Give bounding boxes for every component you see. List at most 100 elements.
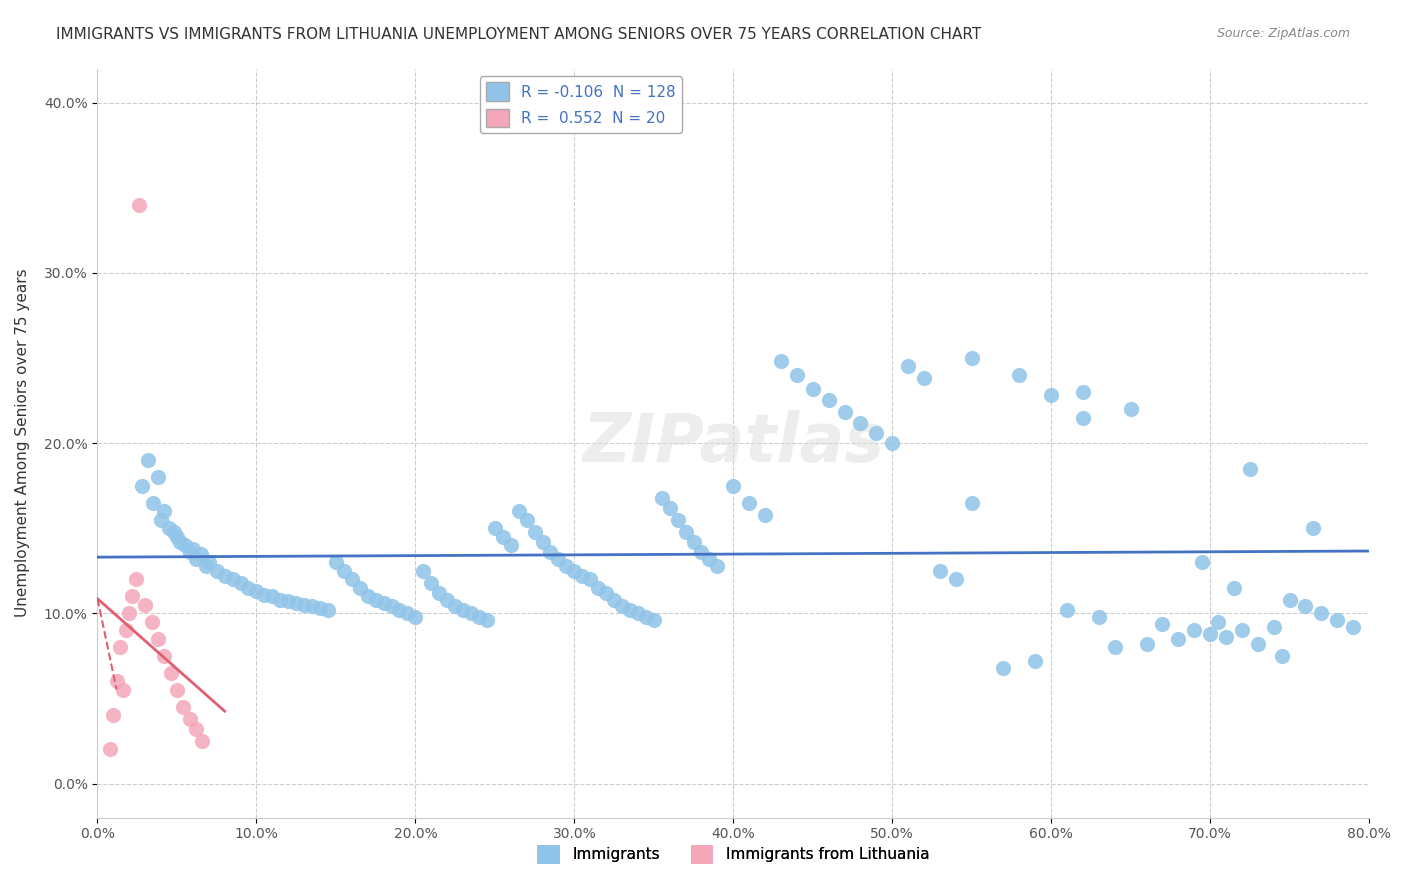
Point bbox=[111, 682, 134, 697]
Point bbox=[269, 592, 291, 607]
Point bbox=[412, 564, 434, 578]
Point bbox=[619, 603, 641, 617]
Point bbox=[658, 500, 681, 515]
Point bbox=[1071, 384, 1094, 399]
Point bbox=[634, 609, 657, 624]
Point bbox=[105, 674, 128, 689]
Point bbox=[124, 572, 146, 586]
Point bbox=[1247, 637, 1270, 651]
Point bbox=[238, 581, 260, 595]
Point bbox=[388, 603, 411, 617]
Point bbox=[1302, 521, 1324, 535]
Point bbox=[1182, 624, 1205, 638]
Point bbox=[912, 371, 935, 385]
Point bbox=[128, 198, 150, 212]
Point bbox=[1104, 640, 1126, 655]
Point bbox=[723, 478, 745, 492]
Point bbox=[121, 589, 143, 603]
Point bbox=[540, 545, 562, 559]
Point bbox=[190, 547, 212, 561]
Point bbox=[1230, 624, 1253, 638]
Point bbox=[396, 607, 419, 621]
Point bbox=[277, 594, 299, 608]
Point bbox=[993, 661, 1015, 675]
Point bbox=[817, 393, 839, 408]
Point bbox=[285, 596, 308, 610]
Point bbox=[1056, 603, 1078, 617]
Point bbox=[205, 564, 228, 578]
Point bbox=[150, 513, 173, 527]
Point bbox=[131, 478, 153, 492]
Point bbox=[945, 572, 967, 586]
Point bbox=[118, 607, 141, 621]
Point bbox=[333, 564, 356, 578]
Point bbox=[586, 581, 609, 595]
Point bbox=[571, 569, 593, 583]
Point bbox=[174, 538, 197, 552]
Point bbox=[699, 551, 721, 566]
Point bbox=[1326, 613, 1348, 627]
Point bbox=[928, 564, 950, 578]
Point bbox=[427, 586, 450, 600]
Point bbox=[801, 382, 824, 396]
Point bbox=[316, 603, 339, 617]
Point bbox=[508, 504, 530, 518]
Point bbox=[214, 569, 236, 583]
Point bbox=[897, 359, 920, 374]
Point bbox=[115, 624, 138, 638]
Point bbox=[153, 504, 176, 518]
Point bbox=[834, 405, 856, 419]
Point bbox=[603, 592, 626, 607]
Point bbox=[221, 572, 243, 586]
Point bbox=[153, 648, 176, 663]
Point bbox=[960, 496, 983, 510]
Point bbox=[1040, 388, 1063, 402]
Point bbox=[1191, 555, 1213, 569]
Point bbox=[98, 742, 121, 756]
Point bbox=[404, 609, 426, 624]
Point bbox=[179, 545, 201, 559]
Point bbox=[436, 592, 458, 607]
Point bbox=[146, 632, 169, 646]
Point bbox=[1278, 592, 1301, 607]
Point bbox=[1024, 654, 1046, 668]
Point bbox=[562, 564, 585, 578]
Point bbox=[420, 575, 443, 590]
Point bbox=[364, 592, 387, 607]
Point bbox=[547, 551, 569, 566]
Point bbox=[108, 640, 131, 655]
Point bbox=[157, 521, 180, 535]
Point bbox=[179, 712, 201, 726]
Point bbox=[229, 575, 252, 590]
Point bbox=[141, 615, 163, 629]
Point bbox=[643, 613, 665, 627]
Point bbox=[1341, 620, 1364, 634]
Point bbox=[1271, 648, 1294, 663]
Point bbox=[595, 586, 617, 600]
Point bbox=[1167, 632, 1189, 646]
Point bbox=[1295, 599, 1317, 614]
Point bbox=[754, 508, 776, 522]
Point bbox=[666, 513, 689, 527]
Point bbox=[484, 521, 506, 535]
Legend: Immigrants, Immigrants from Lithuania: Immigrants, Immigrants from Lithuania bbox=[531, 839, 935, 870]
Text: ZIPatlas: ZIPatlas bbox=[582, 410, 884, 476]
Point bbox=[292, 598, 315, 612]
Point bbox=[706, 558, 728, 573]
Point bbox=[451, 603, 474, 617]
Point bbox=[579, 572, 602, 586]
Point bbox=[191, 734, 214, 748]
Point bbox=[460, 607, 482, 621]
Point bbox=[146, 470, 169, 484]
Point bbox=[1223, 581, 1246, 595]
Point bbox=[1199, 626, 1222, 640]
Point bbox=[1071, 410, 1094, 425]
Point bbox=[444, 599, 467, 614]
Point bbox=[651, 491, 673, 505]
Point bbox=[882, 436, 904, 450]
Point bbox=[849, 416, 872, 430]
Point bbox=[627, 607, 650, 621]
Point bbox=[960, 351, 983, 365]
Point bbox=[181, 541, 204, 556]
Point bbox=[194, 558, 217, 573]
